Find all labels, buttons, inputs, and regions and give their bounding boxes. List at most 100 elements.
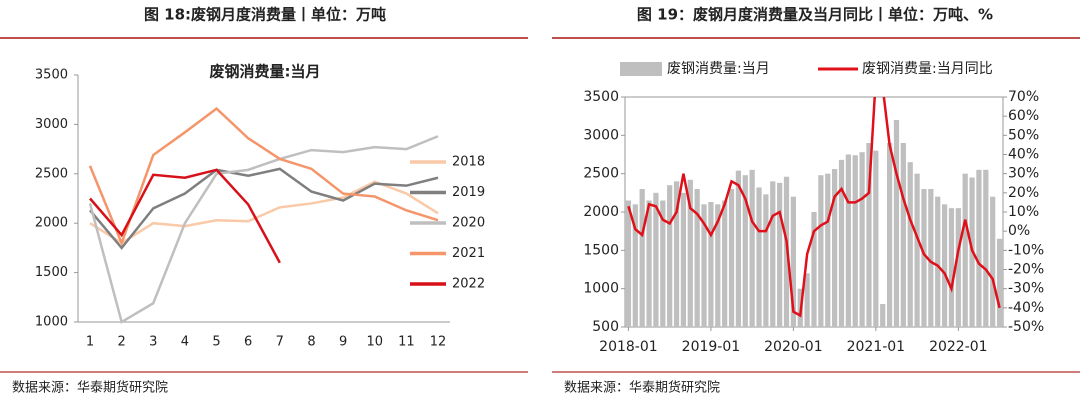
x-tick-label: 9: [339, 335, 347, 350]
source: 数据来源：华泰期货研究院: [564, 380, 720, 396]
y-tick-label: 2500: [583, 166, 619, 182]
bar: [880, 304, 886, 327]
figure-title: 图 19：废钢月度消费量及当月同比丨单位：万吨、%: [637, 6, 993, 24]
x-tick-label: 11: [398, 335, 415, 350]
y-tick-label: 1000: [35, 315, 68, 330]
y2-tick-label: 10%: [1008, 204, 1039, 220]
y-tick-label: 3000: [35, 117, 68, 132]
bar: [715, 204, 721, 327]
bar: [728, 189, 735, 327]
bar: [990, 196, 996, 327]
legend-label: 废钢消费量:当月: [667, 61, 770, 77]
bar: [722, 200, 728, 327]
y-tick-label: 2500: [35, 166, 68, 181]
y2-tick-label: 50%: [1008, 127, 1039, 143]
bar: [667, 185, 673, 327]
bar: [625, 200, 632, 327]
bar: [735, 170, 742, 327]
line: [627, 97, 1001, 318]
bar: [962, 173, 968, 327]
x-tick-label: 3: [149, 335, 157, 350]
x-tick-label: 7: [276, 335, 284, 350]
bar: [907, 162, 913, 327]
legend-label: 2018: [452, 155, 485, 170]
line: [88, 135, 439, 324]
y-tick-label: 2000: [583, 204, 619, 220]
y2-tick-label: 0%: [1008, 223, 1030, 239]
bar: [948, 208, 955, 327]
bar: [983, 169, 989, 327]
line: [89, 168, 281, 264]
y-tick-label: 3000: [583, 127, 619, 143]
y2-tick-label: 70%: [1008, 89, 1039, 105]
bar: [996, 238, 1003, 327]
x-tick-label: 2018-01: [599, 339, 658, 355]
x-tick-label: 5: [212, 335, 220, 350]
y-tick-label: 1500: [583, 242, 619, 258]
bar: [832, 169, 838, 327]
legend-swatch: [620, 62, 662, 76]
bar: [777, 182, 783, 327]
figure-title: 图 18:废钢月度消费量丨单位：万吨: [144, 6, 386, 24]
bar: [708, 202, 714, 327]
bar: [845, 154, 851, 327]
bar: [653, 192, 659, 327]
x-tick-label: 2022-01: [929, 339, 988, 355]
legend-label: 2021: [452, 246, 485, 261]
x-tick-label: 2020-01: [764, 339, 823, 355]
bar: [687, 179, 693, 327]
y2-tick-label: -40%: [1008, 300, 1044, 316]
bar: [804, 273, 810, 327]
bar: [866, 143, 872, 327]
bar: [941, 204, 948, 327]
line: [88, 106, 439, 247]
bar: [742, 175, 748, 327]
y-tick-label: 2000: [35, 216, 68, 231]
bar: [632, 204, 638, 327]
y2-tick-label: -20%: [1008, 262, 1044, 278]
bar: [955, 208, 961, 327]
source: 数据来源：华泰期货研究院: [12, 380, 168, 396]
x-tick-label: 2019-01: [682, 339, 741, 355]
bar: [646, 200, 652, 327]
bar: [790, 196, 796, 327]
x-tick-label: 12: [430, 335, 447, 350]
bar: [749, 169, 755, 327]
legend-label: 2019: [452, 185, 485, 200]
bar: [680, 192, 687, 327]
y2-tick-label: -10%: [1008, 242, 1044, 258]
y-tick-label: 3500: [35, 68, 68, 83]
bar: [701, 204, 707, 327]
x-tick-label: 2021-01: [847, 339, 906, 355]
bar: [900, 143, 906, 327]
line: [89, 167, 439, 250]
y-tick-label: 500: [592, 319, 619, 335]
y2-tick-label: 40%: [1008, 147, 1039, 163]
x-tick-label: 8: [307, 335, 315, 350]
bar: [873, 150, 879, 327]
bar: [673, 181, 680, 327]
bar: [763, 194, 769, 327]
y-tick-label: 1000: [583, 281, 619, 297]
bar: [921, 189, 927, 327]
x-tick-label: 1: [86, 335, 94, 350]
x-tick-label: 10: [366, 335, 383, 350]
chart-title: 废钢消费量:当月: [210, 63, 321, 81]
bar: [928, 189, 934, 327]
y2-tick-label: 30%: [1008, 166, 1039, 182]
bar: [825, 173, 831, 327]
bar: [694, 189, 700, 327]
y-tick-label: 3500: [583, 89, 619, 105]
x-tick-label: 4: [181, 335, 189, 350]
bar: [976, 169, 982, 327]
bar: [859, 152, 865, 327]
bar: [935, 196, 941, 327]
y2-tick-label: -50%: [1008, 319, 1044, 335]
x-tick-label: 6: [244, 335, 252, 350]
bar: [893, 120, 900, 327]
bar: [818, 175, 824, 327]
bar: [914, 173, 920, 327]
bar: [639, 189, 645, 327]
